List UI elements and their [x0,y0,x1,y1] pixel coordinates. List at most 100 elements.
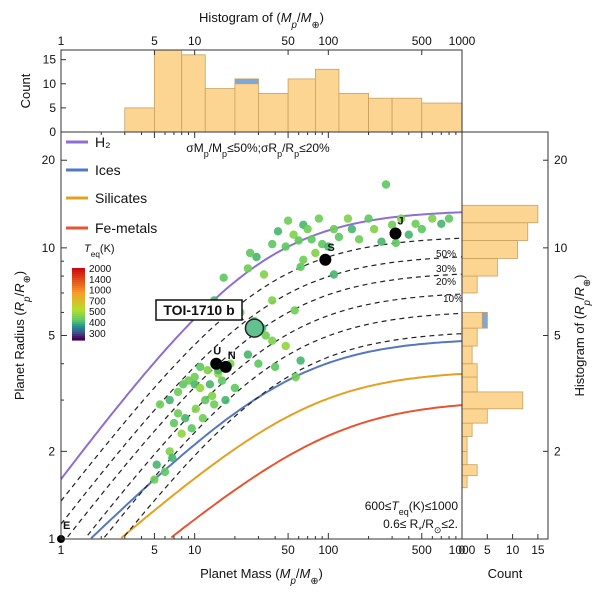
mass-histogram-bar [181,54,206,133]
planet-point [259,270,269,279]
planet-point [219,273,228,282]
radius-histogram-bar [461,376,478,393]
planet-point [354,235,364,244]
colorbar-cell [72,300,85,303]
mass-histogram-bar [391,97,423,133]
planet-point [191,404,200,413]
planet-point [381,180,391,189]
y-tick-label: 10 [42,241,56,255]
planet-point [289,230,298,239]
planet-point [254,359,263,368]
planet-point [444,214,454,223]
solar-planet-label: S [327,242,334,254]
planet-point [168,453,177,462]
contour-label: 50% [436,249,456,260]
planet-point [307,235,316,244]
colorbar-cell [72,268,85,271]
solar-planet-s [319,253,332,266]
top-x-tick-label: 1 [58,34,65,48]
colorbar-cell [72,336,85,339]
radius-histogram-bar [461,345,473,365]
planet-point [369,224,379,234]
colorbar-tick: 300 [89,329,106,340]
mass-histogram-bar [124,107,155,133]
x-axis-label: Planet Mass (Mp/M⊕) [200,566,323,587]
colorbar-tick: 1000 [89,286,112,297]
colorbar-cell [72,310,85,313]
planet-point [391,238,401,248]
mass-histogram-title: Histogram of (Mp/M⊕) [199,10,324,31]
planet-point [198,414,207,423]
top-x-tick-label: 100 [318,34,338,48]
planet-point [290,306,299,315]
colorbar-cell [72,276,85,279]
planet-point [173,409,183,418]
planet-point [155,400,165,409]
radius-histogram-xlabel: Count [488,566,523,581]
planet-point [221,395,230,405]
planet-point [437,219,446,228]
solar-planet-label: E [63,520,70,532]
radius-histogram-bar [461,450,468,466]
solar-planet-label: U [213,346,221,358]
planet-point [261,331,270,340]
colorbar-tick: 1400 [89,275,112,286]
planet-point [152,460,161,469]
colorbar-cell [72,328,85,331]
colorbar-cell [72,320,85,323]
silicates-model-curve [120,372,463,539]
right-y-tick-label: 20 [554,153,568,167]
planet-point [334,232,344,242]
solar-planet-label: N [228,350,236,362]
colorbar-cell [72,272,85,275]
planet-point [165,447,174,456]
colorbar-cell [72,274,85,277]
mass-histogram-bar [421,102,463,133]
x-tick-label: 1000 [449,543,476,557]
right-x-tick-label: 5 [484,543,491,557]
right-y-tick-label: 2 [554,444,561,458]
planet-point [210,400,219,409]
planet-point [203,366,212,375]
planet-point [291,372,300,382]
highlight-label-box [155,299,243,321]
y-axis-label: Planet Radius (Rp/R⊕) [12,271,33,400]
planet-point [165,395,174,405]
planet-point [173,387,183,397]
radius-histogram-highlight [481,312,488,329]
legend-label: Silicates [95,190,147,206]
toi-1710b-point [244,318,265,338]
planet-point [268,336,277,345]
colorbar-cell [72,282,85,285]
right-y-tick-label: 10 [554,241,568,255]
colorbar-cell [72,326,85,329]
radius-histogram-bar [461,422,473,437]
planet-point [387,220,397,229]
solar-planet-j [389,227,402,240]
planet-point [329,270,339,279]
radius-histogram-bar [461,275,478,294]
planet-point [311,248,320,258]
colorbar-cell [72,288,85,291]
colorbar-cell [72,302,85,305]
selection-text-rstar: 0.6≤ R*/R⊙≤2. [383,517,458,535]
colorbar-cell [72,318,85,321]
planet-point [196,383,205,393]
planet-point [417,224,426,234]
colorbar-title: Teq(K) [84,243,115,259]
colorbar-cell [72,290,85,293]
planet-point [343,214,353,223]
solar-planet-label: J [397,216,403,228]
colorbar-cell [72,298,85,301]
contour-label: 30% [436,264,456,275]
colorbar-cell [72,280,85,283]
colorbar-cell [72,306,85,309]
y-tick-label: 1 [48,532,55,546]
planet-point [396,214,406,223]
colorbar-cell [72,286,85,289]
planet-point [230,383,240,393]
colorbar-cell [72,316,85,319]
right-y-tick-label: 5 [554,329,561,343]
legend-label: Ices [95,162,121,178]
planet-point [268,239,277,249]
